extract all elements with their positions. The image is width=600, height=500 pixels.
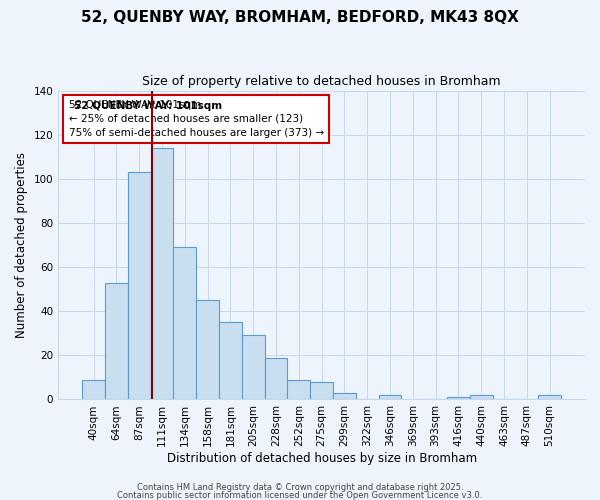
Bar bbox=[287, 380, 310, 400]
Y-axis label: Number of detached properties: Number of detached properties bbox=[15, 152, 28, 338]
Bar bbox=[333, 393, 356, 400]
Bar bbox=[151, 148, 173, 400]
Text: 52 QUENBY WAY: 101sqm
← 25% of detached houses are smaller (123)
75% of semi-det: 52 QUENBY WAY: 101sqm ← 25% of detached … bbox=[69, 100, 324, 138]
Bar bbox=[196, 300, 219, 400]
Bar bbox=[310, 382, 333, 400]
Bar bbox=[128, 172, 151, 400]
Bar bbox=[379, 395, 401, 400]
Text: Contains public sector information licensed under the Open Government Licence v3: Contains public sector information licen… bbox=[118, 490, 482, 500]
Bar bbox=[219, 322, 242, 400]
Text: Contains HM Land Registry data © Crown copyright and database right 2025.: Contains HM Land Registry data © Crown c… bbox=[137, 484, 463, 492]
Text: 52, QUENBY WAY, BROMHAM, BEDFORD, MK43 8QX: 52, QUENBY WAY, BROMHAM, BEDFORD, MK43 8… bbox=[81, 10, 519, 25]
Bar bbox=[470, 395, 493, 400]
Bar bbox=[265, 358, 287, 400]
Bar bbox=[447, 398, 470, 400]
Bar bbox=[173, 247, 196, 400]
Title: Size of property relative to detached houses in Bromham: Size of property relative to detached ho… bbox=[142, 75, 501, 88]
Bar bbox=[538, 395, 561, 400]
Bar bbox=[82, 380, 105, 400]
Bar bbox=[105, 282, 128, 400]
Bar bbox=[242, 336, 265, 400]
X-axis label: Distribution of detached houses by size in Bromham: Distribution of detached houses by size … bbox=[167, 452, 476, 465]
Text: 52 QUENBY WAY: 101sqm: 52 QUENBY WAY: 101sqm bbox=[74, 101, 222, 111]
